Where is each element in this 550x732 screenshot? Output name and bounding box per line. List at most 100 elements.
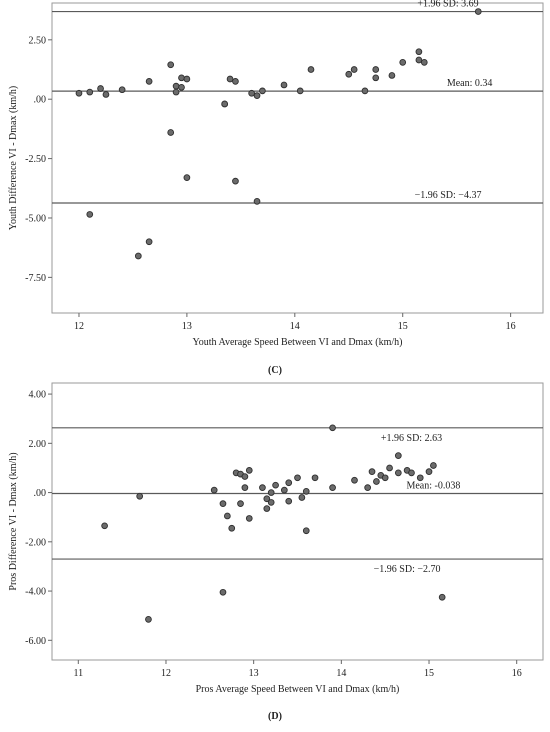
- data-point: [420, 59, 428, 66]
- y-tick-label: .00: [34, 95, 47, 106]
- data-point: [311, 474, 319, 482]
- y-tick-label: -2.00: [25, 537, 46, 548]
- data-point: [267, 489, 275, 496]
- data-point: [145, 238, 153, 246]
- data-point: [351, 476, 358, 484]
- data-point: [386, 464, 393, 472]
- x-tick-label: 14: [336, 668, 346, 679]
- data-point: [430, 462, 437, 469]
- reference-line-label: +1.96 SD: 3.69: [417, 0, 478, 10]
- x-axis-title: Pros Average Speed Between VI and Dmax (…: [196, 684, 400, 695]
- data-point: [408, 469, 415, 477]
- x-tick-label: 12: [161, 668, 171, 679]
- data-point: [210, 486, 218, 494]
- data-point: [224, 512, 231, 520]
- data-point: [267, 499, 275, 506]
- data-point: [381, 474, 389, 482]
- data-point: [394, 469, 402, 477]
- data-point: [416, 474, 424, 482]
- data-point: [259, 87, 266, 95]
- x-tick-label: 12: [74, 321, 84, 332]
- x-tick-label: 16: [512, 668, 522, 679]
- data-point: [350, 66, 358, 73]
- x-tick-label: 11: [73, 668, 83, 679]
- data-point: [101, 522, 108, 530]
- data-point: [394, 452, 402, 459]
- data-point: [75, 89, 83, 97]
- data-point: [167, 129, 175, 136]
- data-point: [219, 500, 227, 507]
- panel-c: 12 13 14 15 16 2.50 .00 -2.50 -5.00 -7.50 +1.96 SD…: [8, 0, 544, 376]
- data-point: [285, 497, 293, 505]
- data-point: [232, 177, 239, 185]
- panel-label: (C): [268, 365, 282, 376]
- reference-line-label: −1.96 SD: −4.37: [415, 190, 482, 201]
- plot-frame: [51, 382, 544, 661]
- data-point: [102, 91, 110, 98]
- data-point: [172, 88, 180, 96]
- data-point: [329, 424, 336, 432]
- data-point: [368, 468, 376, 475]
- y-tick-label: -6.00: [25, 636, 46, 647]
- data-point: [263, 505, 271, 512]
- data-point: [241, 484, 249, 491]
- y-tick-label: 2.50: [29, 35, 47, 46]
- data-point: [280, 81, 288, 89]
- y-tick-label: -4.00: [25, 587, 46, 598]
- data-point: [372, 74, 380, 82]
- data-point: [221, 100, 229, 108]
- y-tick-label: -7.50: [25, 273, 46, 284]
- data-point: [245, 515, 253, 522]
- data-point: [329, 484, 336, 491]
- panel-d: 11 12 13 14 15 16 4.00 2.00 .00 -2.00 -4.00 -6.00 +1…: [8, 382, 544, 722]
- data-point: [307, 66, 315, 73]
- data-point: [474, 8, 482, 15]
- data-point: [134, 252, 142, 260]
- data-point: [253, 198, 261, 205]
- y-tick-label: .00: [34, 488, 47, 499]
- data-point: [298, 494, 306, 501]
- y-tick-label: 4.00: [29, 390, 47, 401]
- data-point: [226, 75, 234, 83]
- data-point: [415, 56, 423, 64]
- data-point: [302, 487, 310, 495]
- data-point: [263, 495, 271, 503]
- data-point: [97, 85, 104, 92]
- data-point: [361, 87, 369, 95]
- y-tick-label: 2.00: [29, 439, 47, 450]
- plot-frame: [51, 2, 544, 314]
- data-point: [272, 481, 279, 489]
- data-point: [248, 89, 255, 97]
- panel-label: (D): [268, 711, 282, 722]
- data-point: [280, 486, 288, 494]
- data-point: [183, 174, 191, 181]
- data-point: [364, 484, 371, 491]
- data-point: [241, 473, 249, 480]
- data-point: [259, 484, 266, 491]
- y-axis-title: Pros Difference VI - Dmax (km/h): [8, 452, 19, 590]
- data-point: [237, 500, 244, 507]
- reference-line-label: −1.96 SD: −2.70: [374, 564, 441, 575]
- data-point: [415, 48, 423, 56]
- data-point: [296, 87, 304, 95]
- x-tick-label: 16: [506, 321, 516, 332]
- data-point: [388, 72, 396, 79]
- data-point: [302, 527, 310, 535]
- data-point: [399, 59, 407, 66]
- x-axis-title: Youth Average Speed Between VI and Dmax …: [193, 337, 403, 348]
- data-point: [372, 66, 380, 73]
- x-tick-label: 13: [249, 668, 259, 679]
- y-tick-label: -5.00: [25, 213, 46, 224]
- x-tick-label: 13: [182, 321, 192, 332]
- data-point: [232, 78, 239, 85]
- reference-line-label: Mean: 0.34: [447, 78, 493, 89]
- data-point: [86, 211, 94, 218]
- data-point: [245, 467, 253, 474]
- data-point: [294, 474, 301, 482]
- data-point: [373, 478, 380, 485]
- data-point: [172, 82, 180, 90]
- data-point: [145, 616, 152, 623]
- data-point: [285, 479, 293, 487]
